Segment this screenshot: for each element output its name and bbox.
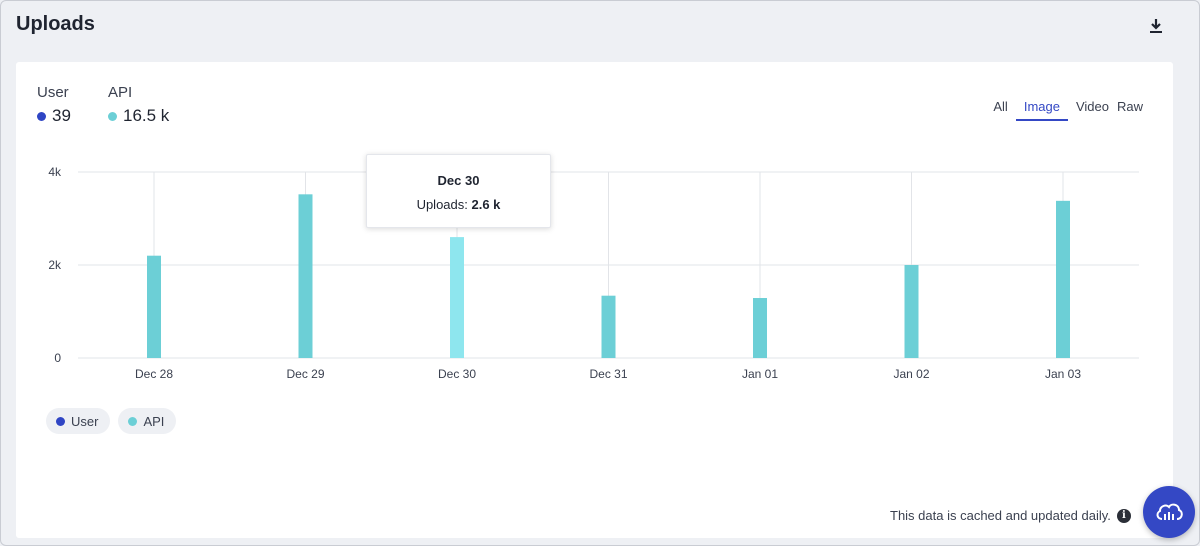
download-button[interactable] [1145,15,1167,37]
legend-api-dot-icon [128,416,138,426]
api-dot-icon [108,111,117,121]
summary-api-value: 16.5 k [123,106,170,125]
asset-type-tabs: All Image Video Raw [985,97,1143,121]
summary-user-label: User [37,84,69,101]
legend-item-user[interactable]: User [46,408,111,434]
tab-video[interactable]: Video [1075,99,1109,114]
tooltip-label: Uploads: [416,197,468,212]
legend-user-label: User [71,413,99,429]
cache-note-text: This data is cached and updated daily. [890,508,1111,523]
legend-item-api[interactable]: API [118,408,177,434]
x-tick-label: Dec 29 [286,367,324,381]
tooltip-line: Uploads: 2.6 k [367,197,550,212]
chart-tooltip: Dec 30 Uploads: 2.6 k [366,154,551,228]
bar-api [904,265,919,358]
summary-api: API 16.5 k [108,84,169,126]
bar-api [147,255,161,358]
tooltip-value: 2.6 k [471,197,501,212]
legend-api-label: API [143,413,165,429]
tooltip-title: Dec 30 [437,173,480,188]
tab-raw[interactable]: Raw [1116,99,1143,114]
x-tick-label: Dec 30 [438,367,476,381]
bar-api [298,194,313,358]
chart-legend: User API [46,408,177,434]
page-title: Uploads [16,13,95,35]
y-tick-label: 4k [48,165,62,179]
summary-api-label: API [108,84,133,101]
legend-user-dot-icon [56,416,65,426]
cache-footnote: This data is cached and updated daily. i [890,508,1131,523]
bar-api [753,298,767,358]
summary-user-value: 39 [52,106,71,125]
y-tick-label: 2k [48,258,62,272]
bar-api [601,295,616,358]
uploads-card: User 39 API 16.5 k All Image Video Raw 0… [16,62,1173,538]
bar-api [1056,200,1070,358]
x-tick-label: Dec 31 [589,367,627,381]
info-icon[interactable]: i [1116,508,1131,523]
summary-user: User 39 [37,84,71,126]
support-chat-button[interactable] [1143,486,1195,538]
tab-image[interactable]: Image [1015,97,1068,121]
tab-all[interactable]: All [993,99,1008,114]
x-tick-label: Dec 28 [135,367,173,381]
uploads-bar-chart: 0 2k 4k Dec 28 Dec 29 Dec 30 Dec 31 Jan 01 Jan 0… [48,165,1139,381]
x-tick-label: Jan 01 [742,367,778,381]
user-dot-icon [37,111,46,121]
download-icon [1150,19,1162,33]
cloudinary-cloud-icon [1156,503,1183,520]
bar-api [450,237,464,358]
x-tick-label: Jan 03 [1045,367,1081,381]
y-tick-label: 0 [54,351,61,365]
x-tick-label: Jan 02 [893,367,929,381]
